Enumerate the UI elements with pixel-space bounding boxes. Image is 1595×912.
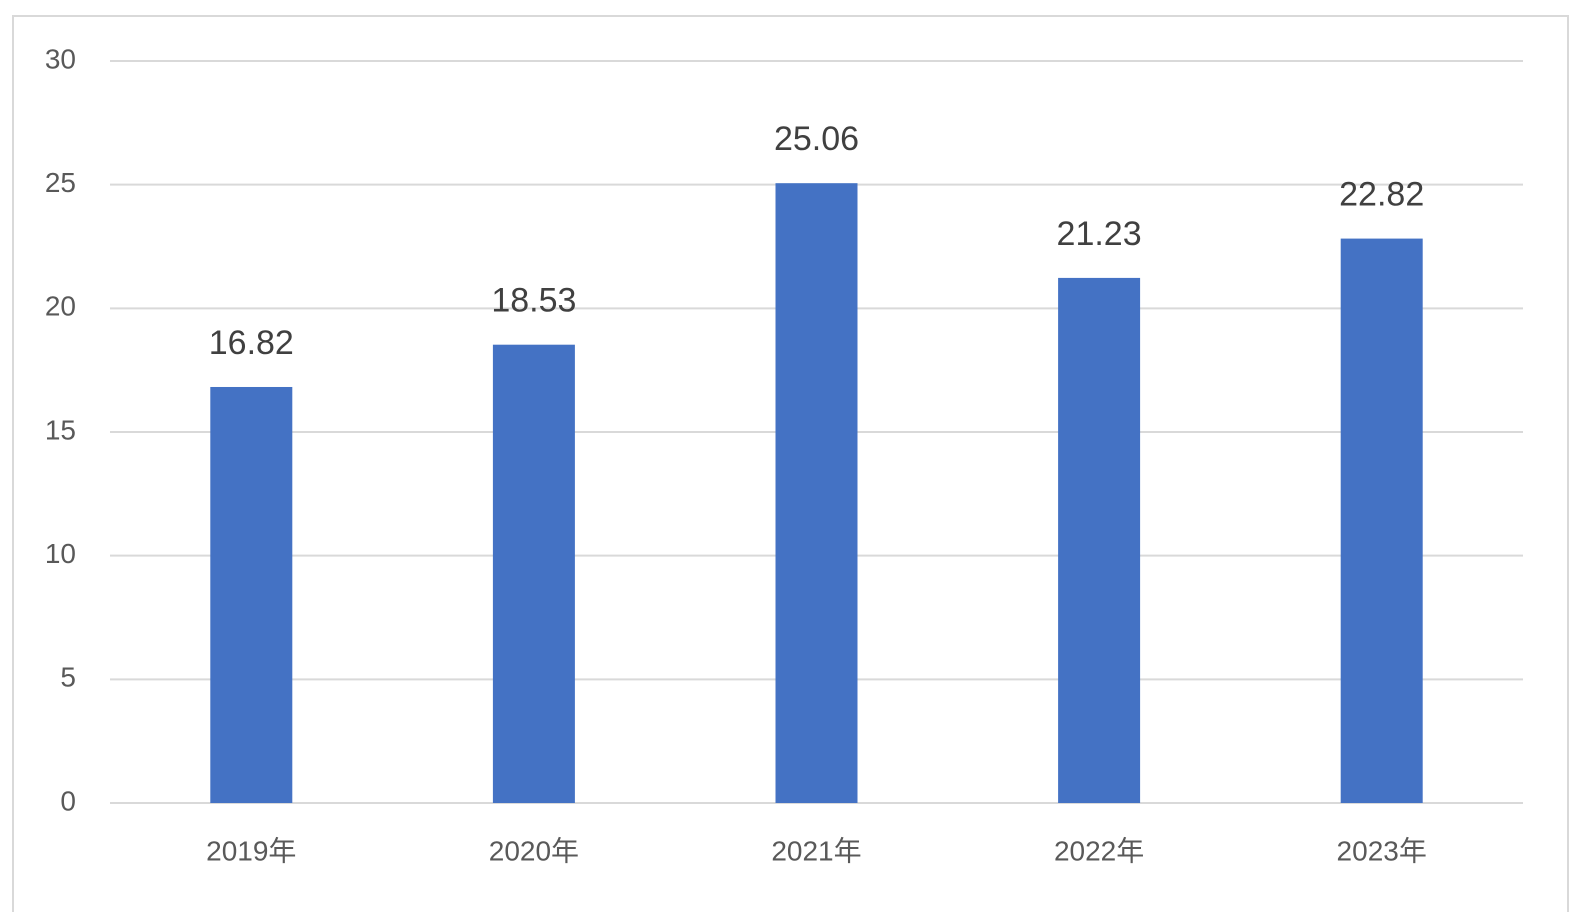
y-tick-label: 10 bbox=[45, 538, 76, 569]
y-tick-label: 5 bbox=[60, 662, 76, 693]
y-tick-label: 20 bbox=[45, 291, 76, 322]
x-tick-label: 2021年 bbox=[771, 835, 861, 866]
x-tick-label: 2019年 bbox=[206, 835, 296, 866]
chart-border bbox=[12, 15, 1569, 912]
x-tick-label: 2020年 bbox=[489, 835, 579, 866]
x-tick-label: 2022年 bbox=[1054, 835, 1144, 866]
x-tick-label: 2023年 bbox=[1337, 835, 1427, 866]
bar bbox=[1340, 238, 1423, 803]
y-tick-label: 0 bbox=[60, 785, 76, 816]
data-label: 25.06 bbox=[774, 120, 859, 158]
data-label: 18.53 bbox=[491, 282, 576, 320]
bar bbox=[775, 183, 858, 803]
y-tick-label: 30 bbox=[45, 43, 76, 74]
data-label: 22.82 bbox=[1339, 176, 1424, 214]
y-tick-label: 25 bbox=[45, 167, 76, 198]
bar bbox=[492, 344, 575, 803]
y-tick-label: 15 bbox=[45, 414, 76, 445]
data-label: 16.82 bbox=[209, 324, 294, 362]
data-label: 21.23 bbox=[1057, 215, 1142, 253]
bar bbox=[210, 386, 293, 803]
bar bbox=[1058, 277, 1141, 803]
